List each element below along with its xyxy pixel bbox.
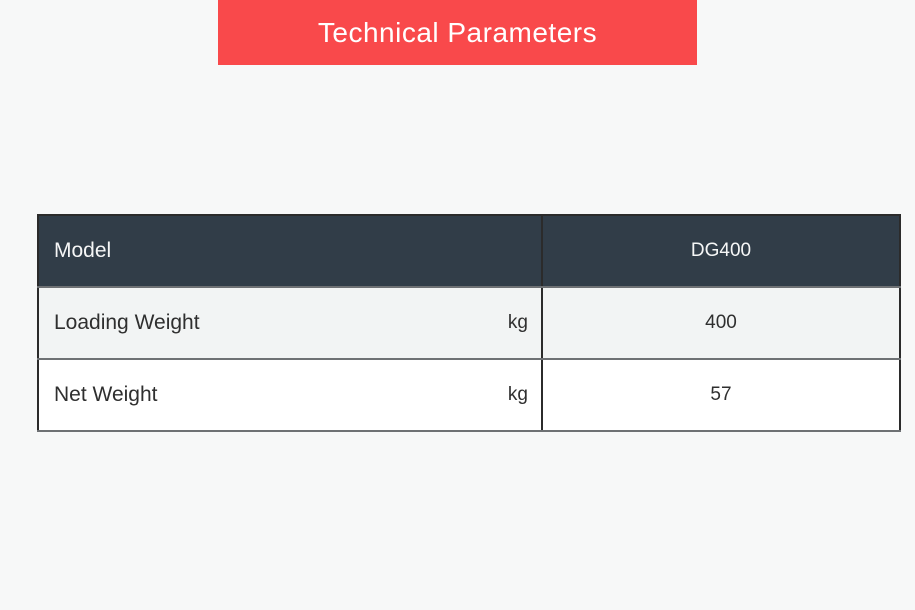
table-header-model-value: DG400: [541, 214, 901, 288]
param-value: 57: [541, 358, 901, 432]
section-title: Technical Parameters: [317, 16, 598, 48]
param-line: Loading Weight kg: [54, 311, 528, 335]
table-header-row: Model DG400: [37, 214, 901, 288]
param-name: Loading Weight: [54, 311, 200, 334]
param-cell: Loading Weight kg: [37, 286, 543, 360]
param-value: 400: [541, 286, 901, 360]
param-cell: Net Weight kg: [37, 358, 543, 432]
param-line: Net Weight kg: [54, 383, 528, 407]
table-row: Net Weight kg 57: [37, 358, 901, 432]
param-unit: kg: [507, 384, 528, 405]
table-row: Loading Weight kg 400: [37, 286, 901, 360]
section-title-banner: Technical Parameters: [218, 0, 697, 65]
param-name: Net Weight: [54, 383, 158, 406]
table-header-model: Model: [37, 214, 543, 288]
param-unit: kg: [507, 312, 528, 333]
technical-parameters-table: Model DG400 Loading Weight kg 400 Net We…: [37, 214, 901, 432]
